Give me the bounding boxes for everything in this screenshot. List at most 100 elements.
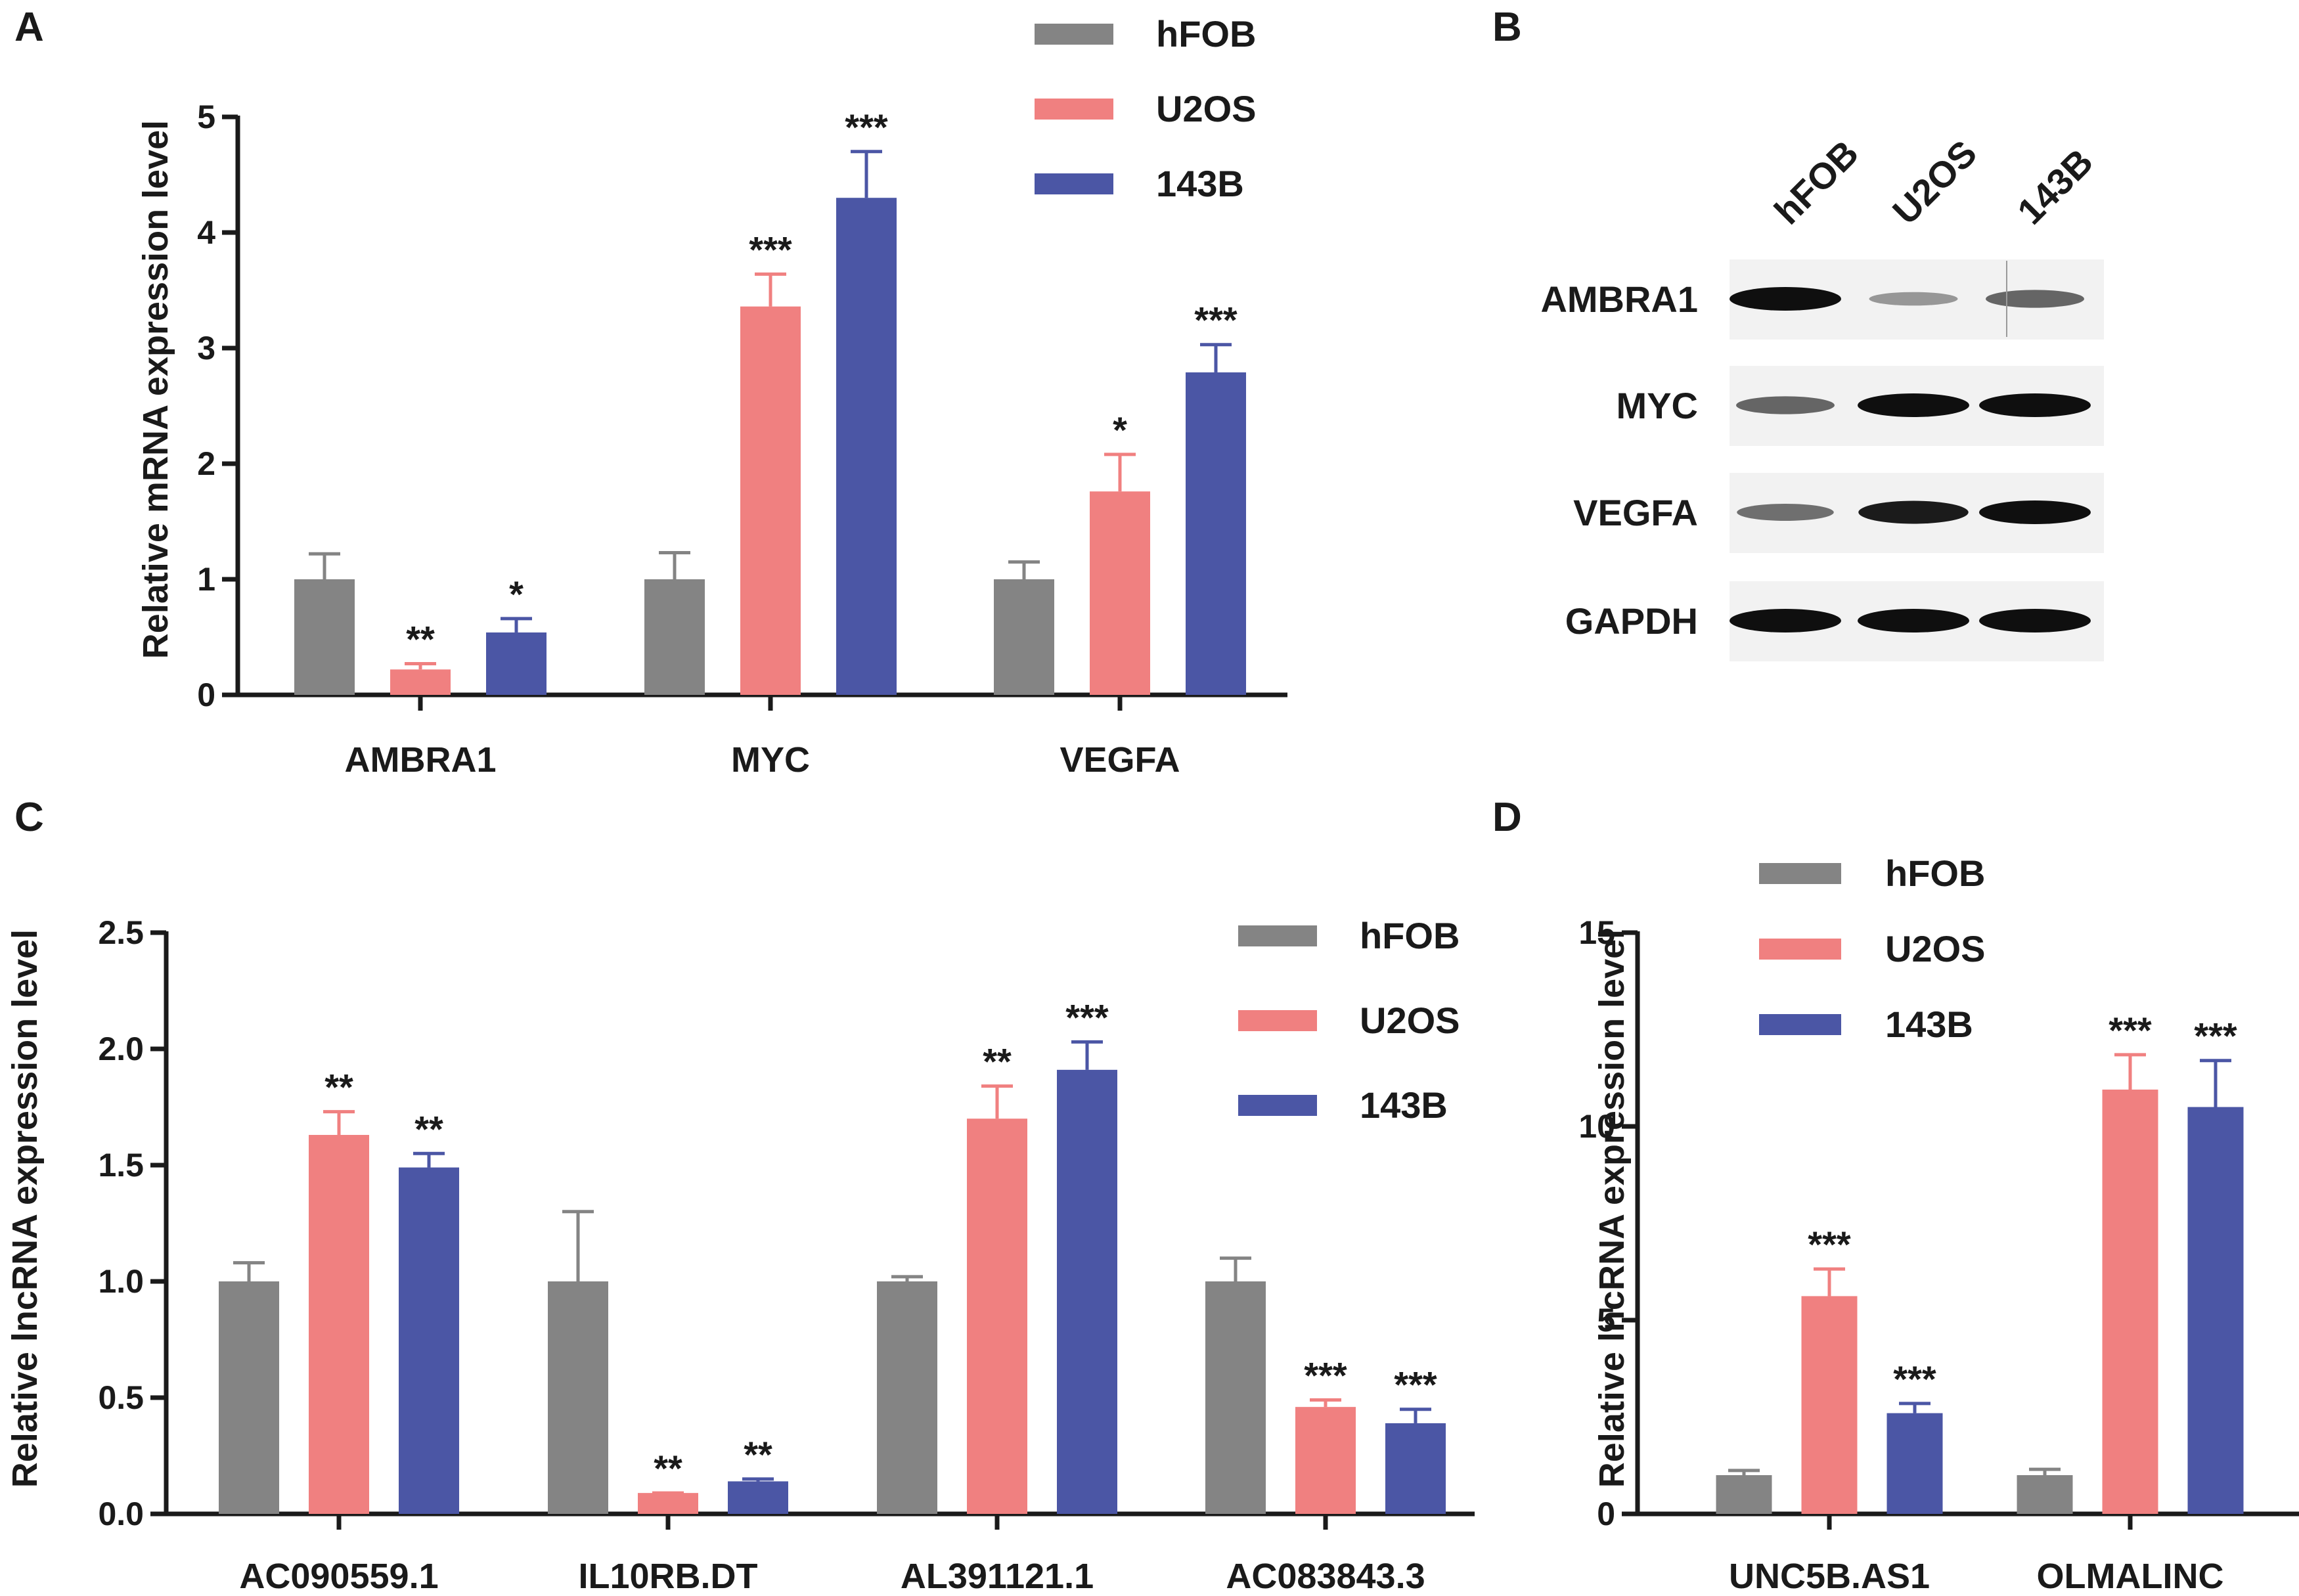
chart-a-mrna-expression: Relative mRNA expression level 0 1 2 3 4 5 AMB…: [136, 13, 1287, 780]
panel-label-c: C: [14, 795, 44, 840]
chart-a-significance-label: ***: [1194, 299, 1238, 341]
chart-c-y-tick-label: 1.5: [98, 1147, 144, 1184]
chart-a-category-label: VEGFA: [1060, 740, 1180, 780]
chart-a-legend-swatch-143b: [1035, 173, 1113, 194]
panel-label-a: A: [14, 5, 44, 50]
chart-a-bar-143b: [1186, 372, 1246, 695]
chart-a-legend-label: 143B: [1156, 163, 1244, 204]
chart-a-significance-label: ***: [749, 229, 792, 270]
chart-a-bar-u2os: [1090, 491, 1150, 695]
blot-band: [1979, 393, 2091, 417]
chart-c-significance-label: **: [744, 1434, 772, 1475]
chart-c-bar-u2os: [1295, 1407, 1356, 1514]
chart-a-bar-143b: [486, 632, 547, 695]
blot-lane-label-143b: 143B: [2009, 141, 2101, 232]
chart-c-bar-143b: [399, 1167, 459, 1514]
chart-c-category-label: AC090559.1: [239, 1557, 438, 1596]
chart-c-lncrna-expression: Relative lncRNA expression level 0.0 0.5 1…: [5, 914, 1475, 1596]
chart-c-significance-label: ***: [1394, 1364, 1437, 1406]
chart-a-bar-u2os: [390, 669, 451, 695]
blot-row-label-vegfa: VEGFA: [1573, 492, 1698, 533]
chart-d-significance-label: ***: [2109, 1009, 2152, 1051]
chart-a-category-label: MYC: [731, 740, 810, 780]
blot-band: [1858, 500, 1969, 524]
chart-d-legend-swatch-u2os: [1759, 939, 1841, 960]
chart-a-y-tick-label: 4: [197, 214, 215, 251]
chart-c-bar-143b: [728, 1481, 788, 1514]
chart-d-bar-143b: [1886, 1413, 1943, 1514]
chart-a-category-label: AMBRA1: [344, 740, 496, 780]
chart-c-y-axis-title: Relative lncRNA expression level: [5, 929, 45, 1488]
chart-a-legend-swatch-u2os: [1035, 99, 1113, 120]
chart-c-y-tick-label: 1.0: [98, 1263, 144, 1300]
chart-d-bar-143b: [2187, 1107, 2244, 1514]
chart-a-y-tick-label: 5: [197, 99, 215, 135]
chart-c-y-tick-label: 0.0: [98, 1496, 144, 1532]
blot-band: [1730, 609, 1841, 632]
chart-a-significance-label: **: [406, 618, 435, 659]
chart-c-bar-hfob: [548, 1281, 608, 1514]
chart-d-y-tick-label: 5: [1597, 1302, 1615, 1339]
blot-band: [1858, 609, 1969, 632]
chart-a-y-tick-label: 1: [197, 561, 215, 598]
chart-c-significance-label: ***: [1304, 1355, 1347, 1396]
chart-c-bar-hfob: [219, 1281, 279, 1514]
chart-d-significance-label: ***: [2194, 1015, 2237, 1057]
chart-c-bar-143b: [1057, 1069, 1117, 1514]
chart-c-bar-hfob: [877, 1281, 937, 1514]
blot-band: [1979, 500, 2091, 524]
chart-c-category-label: AL391121.1: [901, 1557, 1094, 1596]
chart-d-category-label: OLMALINC: [2037, 1557, 2224, 1596]
chart-c-significance-label: **: [654, 1448, 682, 1489]
chart-c-significance-label: **: [983, 1041, 1012, 1082]
chart-d-legend-swatch-143b: [1759, 1014, 1841, 1035]
blot-band: [1869, 292, 1958, 306]
blot-lane-label-u2os: U2OS: [1885, 132, 1984, 232]
chart-a-y-tick-label: 2: [197, 445, 215, 482]
chart-d-y-tick-label: 0: [1597, 1496, 1615, 1532]
chart-c-legend-label: 143B: [1360, 1084, 1448, 1126]
blot-band: [1737, 503, 1834, 521]
chart-d-legend-label: U2OS: [1885, 928, 1986, 969]
chart-a-legend-swatch-hfob: [1035, 24, 1113, 45]
blot-row-label-ambra1: AMBRA1: [1540, 278, 1698, 320]
blot-lane-label-hfob: hFOB: [1766, 132, 1866, 232]
chart-c-bar-hfob: [1205, 1281, 1266, 1514]
chart-a-bar-hfob: [994, 579, 1054, 695]
chart-c-category-label: IL10RB.DT: [578, 1557, 757, 1596]
blot-row-label-gapdh: GAPDH: [1565, 600, 1698, 642]
chart-a-significance-label: *: [509, 573, 524, 615]
chart-d-lncrna-expression: Relative lncRNA expression level 0 5 10 15 U…: [1578, 853, 2299, 1596]
chart-c-bar-u2os: [967, 1119, 1027, 1514]
chart-a-y-axis-title: Relative mRNA expression level: [136, 120, 175, 659]
chart-c-bar-u2os: [638, 1493, 698, 1514]
chart-d-significance-label: ***: [1808, 1224, 1851, 1265]
chart-d-y-axis-title: Relative lncRNA expression level: [1592, 929, 1632, 1488]
chart-c-significance-label: **: [414, 1108, 443, 1149]
chart-c-bar-u2os: [309, 1134, 369, 1514]
chart-a-significance-label: *: [1113, 409, 1127, 451]
chart-c-y-tick-label: 0.5: [98, 1379, 144, 1416]
chart-d-bar-hfob: [1716, 1475, 1772, 1514]
chart-c-legend-label: U2OS: [1360, 1000, 1460, 1041]
chart-a-legend-label: hFOB: [1156, 13, 1256, 55]
blot-band: [1858, 393, 1969, 417]
chart-c-y-tick-label: 2.0: [98, 1031, 144, 1067]
chart-c-legend-swatch-143b: [1238, 1095, 1317, 1116]
chart-d-significance-label: ***: [1893, 1358, 1936, 1400]
chart-d-legend-swatch-hfob: [1759, 863, 1841, 884]
chart-d-legend-label: 143B: [1885, 1004, 1973, 1045]
blot-band: [1730, 287, 1841, 311]
chart-a-y-tick-label: 0: [197, 676, 215, 713]
chart-d-legend-label: hFOB: [1885, 853, 1985, 894]
chart-c-bar-143b: [1385, 1423, 1446, 1514]
chart-c-legend-swatch-u2os: [1238, 1010, 1317, 1031]
western-blot-panel: hFOB U2OS 143B AMBRA1 MYC VEGFA GAPDH: [1540, 132, 2104, 661]
chart-c-significance-label: **: [324, 1067, 353, 1108]
chart-a-significance-label: ***: [845, 106, 888, 148]
chart-c-legend-swatch-hfob: [1238, 925, 1317, 946]
blot-band: [1986, 290, 2084, 308]
chart-d-bar-hfob: [2017, 1475, 2073, 1514]
chart-c-category-label: AC083843.3: [1226, 1557, 1425, 1596]
